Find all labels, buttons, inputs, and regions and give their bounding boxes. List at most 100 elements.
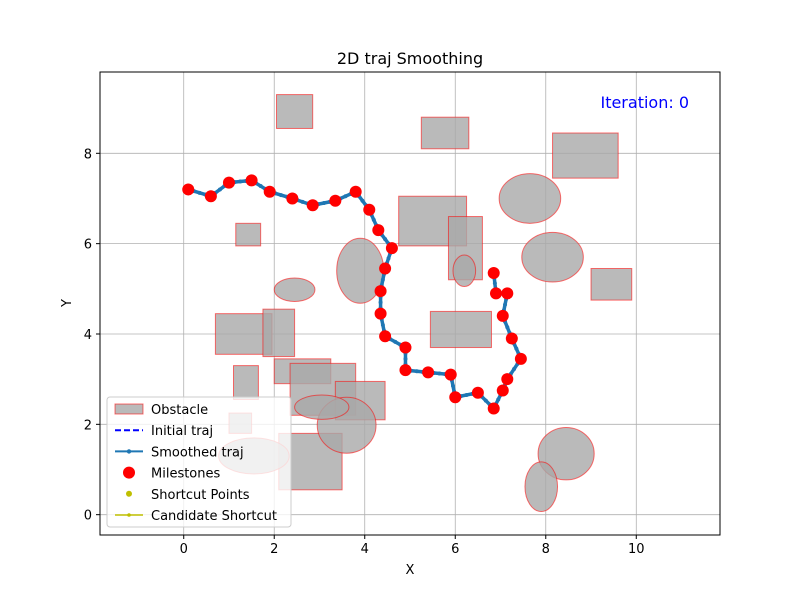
milestone-marker <box>501 287 513 299</box>
smoothed-trajectory-point <box>484 399 488 403</box>
smoothed-trajectory-point <box>383 237 387 241</box>
milestone-marker <box>223 177 235 189</box>
legend: Obstacle Initial traj Smoothed traj Milesto… <box>107 397 291 527</box>
milestone-marker <box>182 183 194 195</box>
smoothed-trajectory-point <box>505 325 509 329</box>
milestone-marker <box>286 192 298 204</box>
obstacle-ellipse <box>274 278 315 301</box>
obstacle-rect <box>553 133 619 178</box>
smoothed-trajectory-point <box>437 372 441 376</box>
obstacle-rect <box>421 117 469 149</box>
obstacle-ellipse <box>295 395 349 419</box>
legend-label: Milestones <box>151 467 220 482</box>
smoothed-trajectory-point <box>301 200 305 204</box>
milestone-marker <box>372 224 384 236</box>
obstacle-rect <box>591 268 632 300</box>
smoothed-trajectory-point <box>503 303 507 307</box>
milestone-marker <box>490 287 502 299</box>
milestone-marker <box>264 186 276 198</box>
milestone-marker <box>472 387 484 399</box>
smoothed-trajectory-point <box>218 187 222 191</box>
milestone-marker <box>501 373 513 385</box>
smoothed-trajectory-point <box>381 323 385 327</box>
y-tick-label: 8 <box>84 147 92 162</box>
milestone-marker <box>488 403 500 415</box>
smoothed-trajectory-point <box>198 191 202 195</box>
smoothed-trajectory-point <box>493 281 497 285</box>
smoothed-trajectory-point <box>279 193 283 197</box>
milestone-marker <box>363 204 375 216</box>
x-tick-label: 6 <box>451 542 459 557</box>
x-tick-label: 4 <box>361 542 369 557</box>
obstacle-ellipse <box>453 255 476 287</box>
x-axis-label: X <box>406 563 415 578</box>
legend-shortcut-marker <box>126 491 132 497</box>
smoothed-trajectory-point <box>379 300 383 304</box>
smoothed-trajectory-point <box>322 201 326 205</box>
smoothed-trajectory-point <box>393 340 397 344</box>
obstacle-rect <box>430 311 491 347</box>
x-tick-label: 8 <box>542 542 550 557</box>
smoothed-trajectory-point <box>403 357 407 361</box>
legend-label: Obstacle <box>151 403 208 418</box>
obstacle-ellipse <box>525 462 558 512</box>
milestone-marker <box>399 364 411 376</box>
milestone-marker <box>205 190 217 202</box>
smoothed-trajectory-point <box>344 194 348 198</box>
milestone-marker <box>246 174 258 186</box>
obstacle-rect <box>236 223 261 246</box>
obstacle-ellipse <box>499 174 561 224</box>
iteration-label: Iteration: 0 <box>600 93 689 112</box>
y-tick-label: 0 <box>84 509 92 524</box>
milestone-marker <box>506 333 518 345</box>
milestone-marker <box>497 310 509 322</box>
legend-label: Smoothed traj <box>151 445 244 460</box>
smoothed-trajectory-point <box>514 347 518 351</box>
y-tick-label: 4 <box>84 328 92 343</box>
milestone-marker <box>497 384 509 396</box>
milestone-marker <box>422 366 434 378</box>
smoothed-trajectory-point <box>512 367 516 371</box>
legend-milestone-marker <box>123 467 135 479</box>
milestone-marker <box>399 342 411 354</box>
x-tick-label: 0 <box>180 542 188 557</box>
x-tick-label: 2 <box>270 542 278 557</box>
x-tick-label: 10 <box>628 542 645 557</box>
smoothed-trajectory-point <box>415 369 419 373</box>
legend-label: Shortcut Points <box>151 488 250 503</box>
smoothed-trajectory-point <box>238 180 242 184</box>
milestone-marker <box>386 242 398 254</box>
y-axis-label: Y <box>60 299 75 308</box>
milestone-marker <box>445 369 457 381</box>
smoothed-trajectory-point <box>465 393 469 397</box>
milestone-marker <box>375 308 387 320</box>
obstacle-rect <box>234 366 259 400</box>
smoothed-trajectory-point <box>451 384 455 388</box>
legend-candidate-dot <box>127 513 131 517</box>
legend-label: Candidate Shortcut <box>151 509 277 524</box>
legend-obstacle-swatch <box>115 404 143 414</box>
y-tick-label: 6 <box>84 238 92 253</box>
smoothed-trajectory-point <box>496 397 500 401</box>
milestone-marker <box>488 267 500 279</box>
smoothed-trajectory-point <box>360 199 364 203</box>
milestone-marker <box>449 391 461 403</box>
milestone-marker <box>379 262 391 274</box>
milestone-marker <box>329 195 341 207</box>
obstacle-rect <box>263 309 295 356</box>
milestone-marker <box>379 330 391 342</box>
milestone-marker <box>515 353 527 365</box>
milestone-marker <box>350 186 362 198</box>
smoothed-trajectory-point <box>259 184 263 188</box>
legend-label: Initial traj <box>151 424 213 439</box>
smoothed-trajectory-point <box>381 278 385 282</box>
obstacle-ellipse <box>522 232 584 282</box>
obstacle-rect <box>276 95 312 129</box>
legend-smoothed-dot <box>127 449 131 453</box>
milestone-marker <box>375 285 387 297</box>
chart-title: 2D traj Smoothing <box>337 49 483 68</box>
smoothed-trajectory-point <box>387 256 391 260</box>
milestone-marker <box>307 199 319 211</box>
smoothed-trajectory-point <box>372 218 376 222</box>
